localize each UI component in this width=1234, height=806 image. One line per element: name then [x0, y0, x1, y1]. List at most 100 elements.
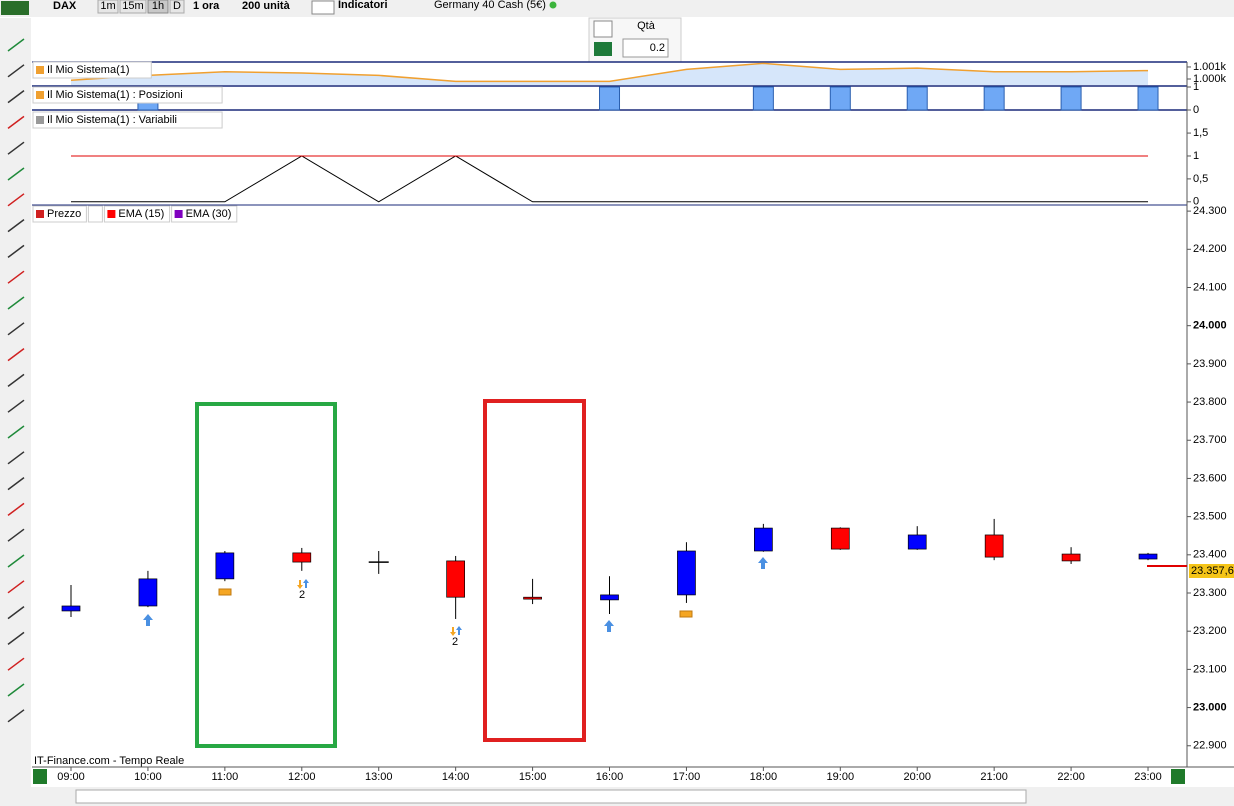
- scroll-right[interactable]: [1171, 769, 1185, 784]
- symbol[interactable]: DAX: [53, 0, 77, 12]
- qty-label: Qtà: [637, 20, 656, 32]
- tool-icon: [7, 64, 25, 78]
- tool-icon: [7, 502, 25, 517]
- y-tick-label: 0,5: [1193, 173, 1208, 185]
- highlight-box: [195, 402, 337, 748]
- position-bar: [1137, 86, 1159, 111]
- y-tick-label: 1: [1193, 81, 1199, 93]
- time-axis: [32, 768, 1234, 786]
- y-tick-label: 23.400: [1193, 549, 1227, 561]
- keyboard-button[interactable]: [594, 42, 612, 56]
- candle-body: [600, 594, 619, 601]
- legend-box: [103, 205, 171, 223]
- legend-list-icon: [87, 205, 103, 223]
- settings-button[interactable]: [593, 20, 613, 38]
- legend-label: Il Mio Sistema(1) : Variabili: [47, 114, 177, 126]
- tool-icon: [7, 657, 25, 671]
- interval[interactable]: 15m: [122, 0, 143, 12]
- signal-arrow: [143, 614, 153, 626]
- candle-body: [754, 527, 773, 552]
- scroll-left[interactable]: [33, 769, 47, 784]
- legend-label: Prezzo: [47, 208, 81, 220]
- y-tick-label: 23.800: [1193, 396, 1227, 408]
- interval-btn[interactable]: [97, 0, 119, 14]
- timeframe[interactable]: 1 ora: [193, 0, 220, 12]
- units[interactable]: 200 unità: [242, 0, 291, 12]
- candle-body: [1061, 553, 1081, 562]
- tool-icon: [7, 528, 25, 542]
- y-tick-label: 24.000: [1193, 320, 1227, 332]
- candle-body: [292, 552, 312, 563]
- interval-btn[interactable]: [119, 0, 147, 14]
- y-tick-label: 23.300: [1193, 587, 1227, 599]
- x-tick-label: 19:00: [827, 771, 855, 783]
- qty-value[interactable]: 0.2: [650, 42, 665, 54]
- candle-body: [523, 596, 542, 600]
- y-tick-label: 23.500: [1193, 511, 1227, 523]
- candle-body: [138, 578, 158, 607]
- exit-marker: [218, 588, 232, 596]
- legend-box: [171, 205, 238, 223]
- legend-swatch: [36, 210, 44, 218]
- tool-icon: [7, 373, 25, 387]
- tool-icon: [7, 399, 25, 413]
- signal-arrow: [604, 620, 614, 632]
- logo: [1, 1, 29, 15]
- legend-swatch: [107, 210, 116, 218]
- tool-icon: [7, 605, 25, 620]
- y-tick-label: 23.100: [1193, 663, 1227, 675]
- qty-input[interactable]: [622, 38, 669, 58]
- tools-column: [0, 18, 31, 788]
- legend-label: Il Mio Sistema(1) : Posizioni: [47, 89, 183, 101]
- x-tick-label: 18:00: [750, 771, 778, 783]
- candle-body: [677, 550, 696, 596]
- legend-swatch: [36, 91, 44, 99]
- legend-box: [32, 61, 152, 79]
- tool-icon: [7, 322, 25, 336]
- y-tick-label: 1,5: [1193, 127, 1208, 139]
- legend-label: Il Mio Sistema(1): [47, 64, 130, 76]
- x-tick-label: 23:00: [1134, 771, 1162, 783]
- x-tick-label: 12:00: [288, 771, 316, 783]
- legend-label: EMA (15): [118, 208, 164, 220]
- interval[interactable]: 1m: [100, 0, 115, 12]
- scrollbar[interactable]: [75, 789, 1027, 804]
- candle-body: [1138, 553, 1158, 560]
- signal-arrow: [758, 557, 768, 569]
- legend-box: [32, 111, 223, 129]
- y-tick-label: 1: [1193, 150, 1199, 162]
- x-tick-label: 20:00: [903, 771, 931, 783]
- data-source: IT-Finance.com - Tempo Reale: [34, 755, 184, 767]
- tool-icon: [7, 89, 25, 104]
- y-tick-label: 23.200: [1193, 625, 1227, 637]
- tool-icon: [7, 425, 25, 439]
- interval[interactable]: D: [173, 0, 181, 12]
- indicators[interactable]: Indicatori: [338, 0, 388, 11]
- tool-icon: [7, 631, 25, 646]
- candle-body: [61, 605, 81, 612]
- tool-icon: [7, 141, 25, 155]
- tool-icon: [7, 193, 25, 207]
- y-tick-label: 0: [1193, 196, 1199, 208]
- tool-icon: [7, 219, 25, 233]
- interval[interactable]: 1h: [152, 0, 164, 12]
- legend-box: [32, 205, 87, 223]
- signal-arrow: [297, 580, 303, 589]
- signal-arrow: [303, 579, 309, 588]
- y-tick-label: 23.700: [1193, 434, 1227, 446]
- last-price-label: 23.357,6: [1191, 565, 1234, 577]
- interval-btn[interactable]: [147, 0, 169, 14]
- tool-icon: [7, 270, 25, 284]
- x-tick-label: 09:00: [57, 771, 85, 783]
- x-tick-label: 15:00: [519, 771, 547, 783]
- y-tick-label: 23.000: [1193, 701, 1227, 713]
- interval-btn[interactable]: [169, 0, 185, 14]
- x-tick-label: 11:00: [212, 771, 239, 783]
- tool-icon: [7, 244, 25, 258]
- tool-icon: [7, 115, 25, 129]
- x-tick-label: 13:00: [365, 771, 393, 783]
- candle-body: [984, 534, 1004, 558]
- signal-count: 2: [452, 636, 458, 648]
- x-tick-label: 17:00: [673, 771, 701, 783]
